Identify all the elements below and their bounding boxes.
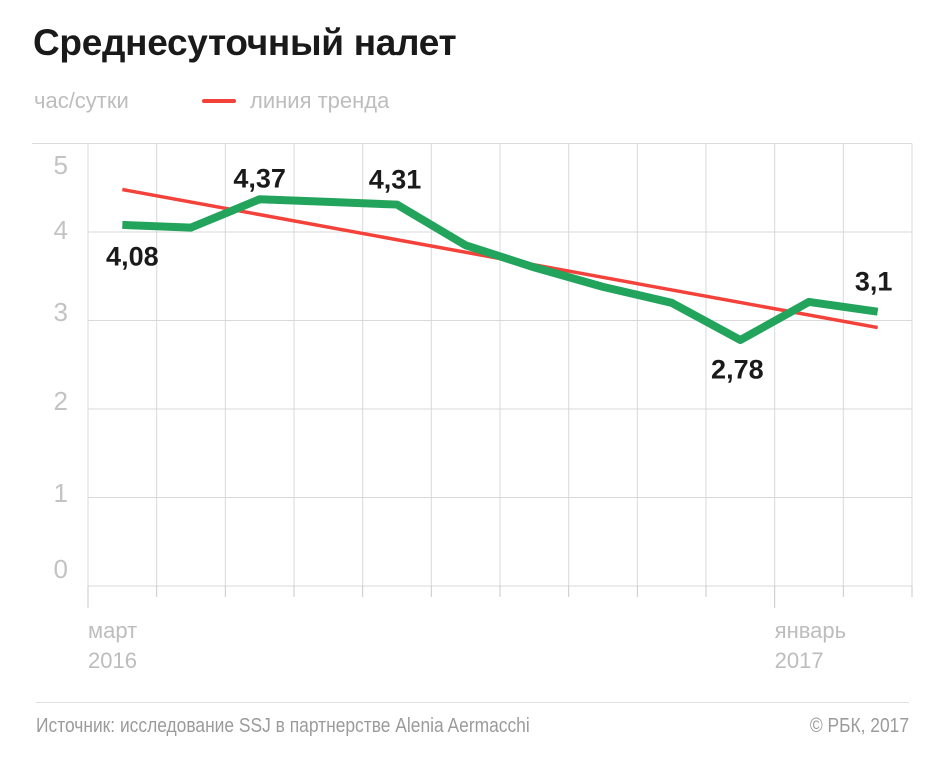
y-units-label: час/сутки	[34, 88, 129, 113]
copyright-text: © РБК, 2017	[809, 715, 909, 737]
trend-line-swatch	[202, 99, 236, 103]
source-text: Источник: исследование SSJ в партнерстве…	[36, 715, 530, 737]
footer-divider	[36, 702, 909, 703]
chart-title: Среднесуточный налет	[33, 22, 457, 63]
series-line	[122, 195, 879, 344]
legend-row: час/сутки линия тренда	[0, 88, 945, 116]
trend-legend-label: линия тренда	[250, 88, 390, 113]
